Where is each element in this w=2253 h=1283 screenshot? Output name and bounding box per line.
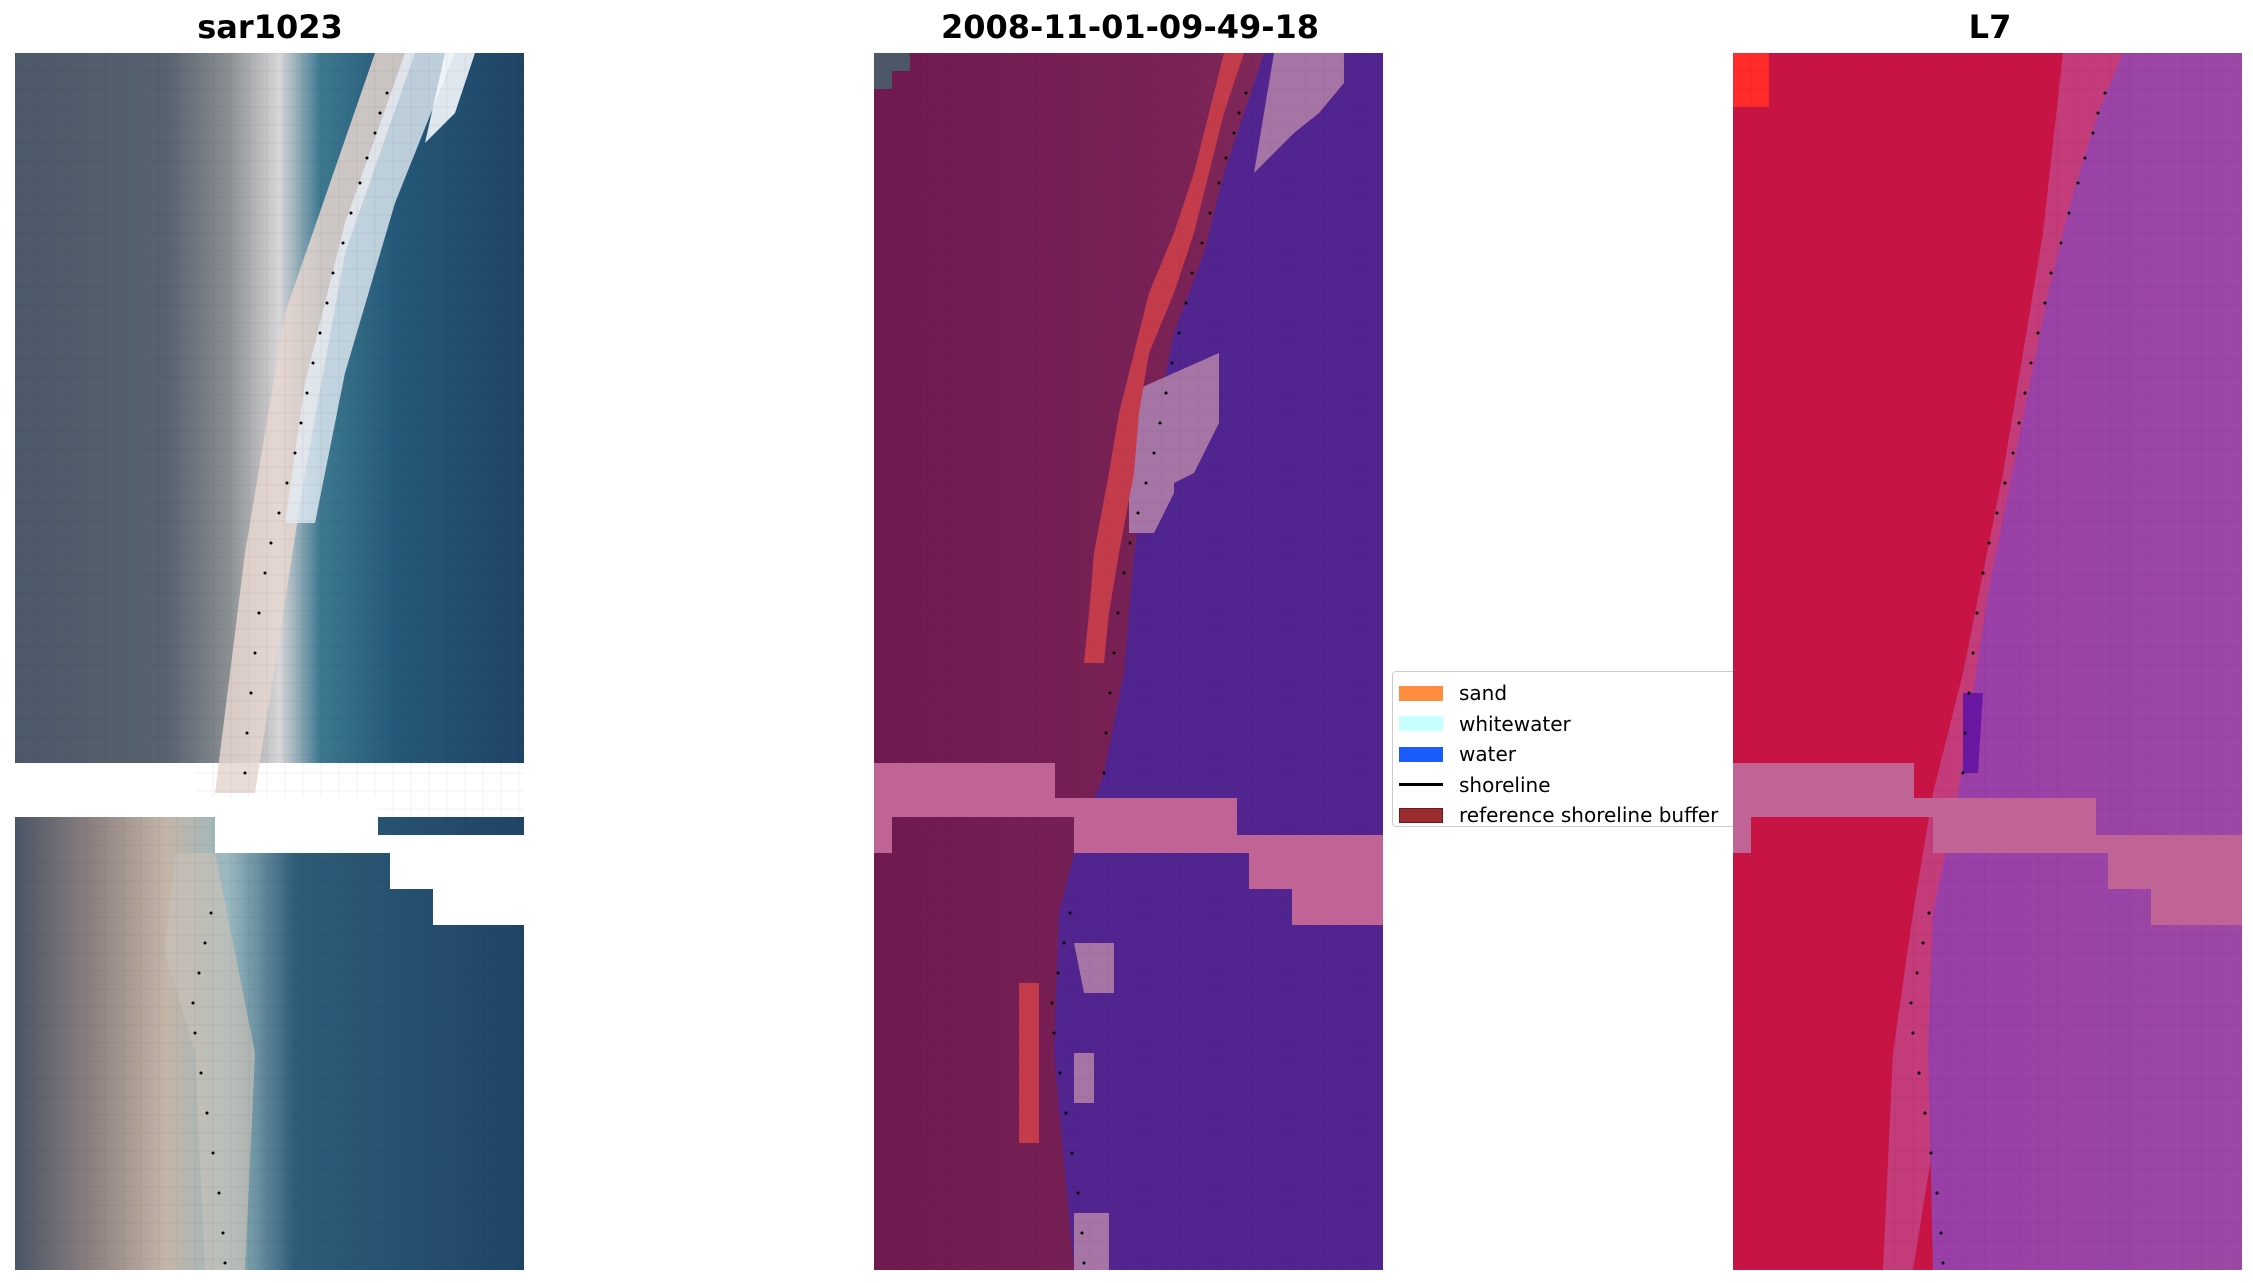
legend-item-whitewater: whitewater <box>1399 709 1737 740</box>
panel-title-classification: 2008-11-01-09-49-18 <box>940 8 1320 46</box>
legend-item-reference-buffer: reference shoreline buffer <box>1399 800 1737 831</box>
ndwi-image <box>1733 53 2242 1270</box>
legend-label-reference-buffer: reference shoreline buffer <box>1459 803 1719 828</box>
legend-label-water: water <box>1459 742 1516 767</box>
shoreline-dots-ndwi <box>1909 91 2107 1265</box>
legend-swatch-whitewater <box>1399 716 1443 732</box>
legend: sand whitewater water shoreline referenc… <box>1392 671 1738 827</box>
legend-item-sand: sand <box>1399 678 1737 709</box>
legend-swatch-reference-buffer <box>1399 807 1443 823</box>
legend-swatch-sand <box>1399 685 1443 701</box>
classification-panel <box>874 53 1383 1270</box>
panel-title-ndwi: L7 <box>1968 8 2012 46</box>
legend-item-water: water <box>1399 739 1737 770</box>
classification-image <box>874 53 1383 1270</box>
legend-line-shoreline <box>1399 783 1443 787</box>
shoreline-dots-rgb <box>191 91 389 1265</box>
panel-title-rgb: sar1023 <box>197 8 343 46</box>
legend-label-sand: sand <box>1459 681 1508 706</box>
legend-label-shoreline: shoreline <box>1459 772 1551 797</box>
legend-item-shoreline: shoreline <box>1399 770 1737 801</box>
legend-swatch-water <box>1399 746 1443 762</box>
rgb-image <box>15 53 524 1270</box>
legend-label-whitewater: whitewater <box>1459 711 1571 736</box>
rgb-image-panel <box>15 53 524 1270</box>
shoreline-dots-classification <box>1050 91 1248 1265</box>
ndwi-panel <box>1733 53 2242 1270</box>
